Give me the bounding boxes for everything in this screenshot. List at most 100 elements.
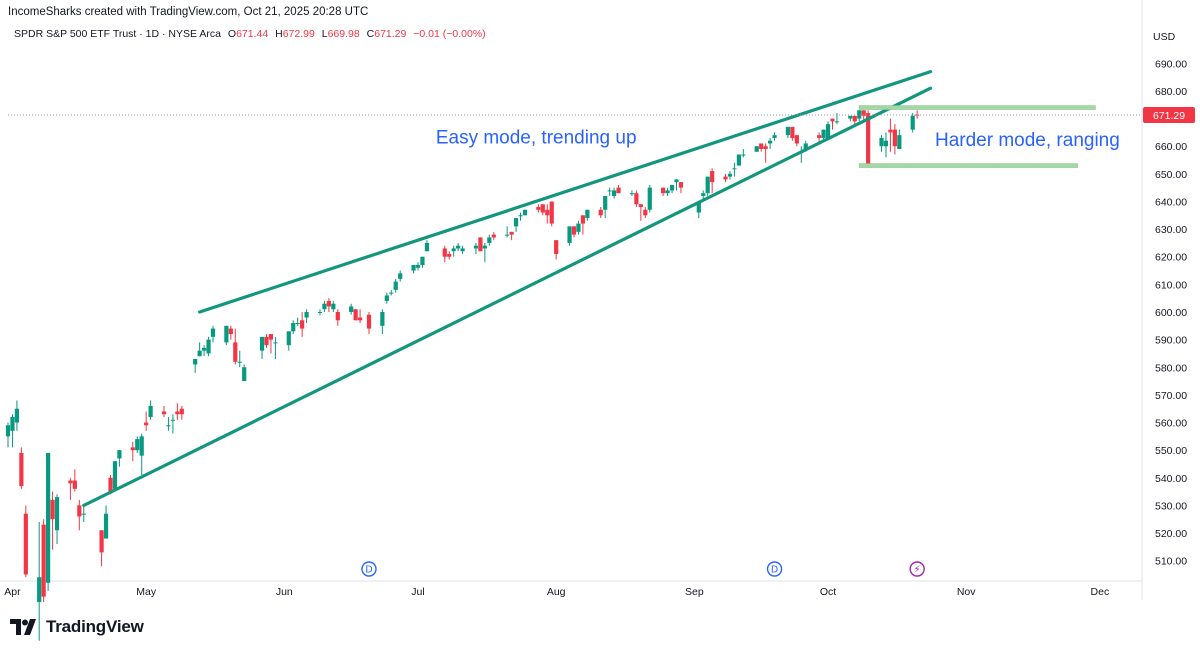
candle-body xyxy=(638,204,643,208)
candle-body xyxy=(326,300,331,307)
annotations[interactable]: Easy mode, trending up Harder mode, rangi… xyxy=(436,127,1120,151)
candle-body xyxy=(910,115,915,130)
price-tick-label: 680.00 xyxy=(1155,86,1187,98)
candle-body xyxy=(393,281,398,290)
candle-body xyxy=(322,303,327,310)
dividend-jun-marker[interactable] xyxy=(361,561,377,577)
candle-body xyxy=(353,309,358,321)
candle-body xyxy=(661,187,666,194)
candle-body xyxy=(513,218,519,227)
price-tick-label: 560.00 xyxy=(1155,418,1187,430)
candle-body xyxy=(41,524,46,597)
time-tick-label: Jun xyxy=(276,586,293,598)
price-tick-label: 580.00 xyxy=(1155,362,1187,374)
harder-mode-annotation[interactable]: Harder mode, ranging xyxy=(935,130,1120,151)
change-value: −0.01 (−0.00%) xyxy=(413,28,486,40)
candle-body xyxy=(442,248,447,257)
time-tick-label: Nov xyxy=(957,586,976,598)
candle-body xyxy=(741,154,746,156)
candle-body xyxy=(576,223,581,232)
candle-body xyxy=(803,143,808,149)
candle-body xyxy=(825,124,831,138)
dividend-sep-marker[interactable] xyxy=(766,561,783,577)
time-tick-label: Apr xyxy=(4,586,21,598)
time-tick-label: Dec xyxy=(1091,586,1110,598)
candle-body xyxy=(108,477,113,492)
candle-body xyxy=(491,234,496,238)
candle-body xyxy=(473,245,479,249)
candle-body xyxy=(366,314,372,329)
candle-body xyxy=(723,176,728,180)
candle-body xyxy=(522,209,528,216)
tradingview-logo[interactable]: TradingView xyxy=(10,617,144,637)
candle-body xyxy=(674,179,679,183)
candle-body xyxy=(834,121,840,123)
high-value: 672.99 xyxy=(282,28,315,40)
candle-body xyxy=(139,436,144,456)
candle-body xyxy=(669,184,675,191)
candle-body xyxy=(665,190,670,194)
candle-body xyxy=(518,215,523,217)
candle-body xyxy=(130,447,135,451)
range-top-line[interactable] xyxy=(858,105,1096,110)
currency-label[interactable]: USD xyxy=(1153,31,1176,43)
candle-body xyxy=(754,146,759,152)
earnings-oct-marker[interactable] xyxy=(909,561,925,577)
candle-body xyxy=(384,295,389,301)
candle-body xyxy=(888,129,893,133)
symbol-name[interactable]: SPDR S&P 500 ETF Trust · 1D · NYSE Arca xyxy=(14,28,221,40)
candle-body xyxy=(857,110,862,119)
candle-body xyxy=(291,323,296,332)
candle-body xyxy=(201,347,207,351)
candle-body xyxy=(580,215,586,224)
candle-body xyxy=(616,187,621,194)
candle-body xyxy=(273,342,278,344)
candle-body xyxy=(23,513,28,575)
low-label: L xyxy=(321,28,328,40)
range-bottom-line[interactable] xyxy=(858,163,1078,168)
event-markers[interactable]: D D ⚡ xyxy=(361,561,925,577)
candle-body xyxy=(304,312,309,318)
candle-body xyxy=(349,306,354,312)
candle-body xyxy=(228,328,233,335)
last-price-value: 671.29 xyxy=(1153,110,1185,122)
candle-body xyxy=(295,323,300,325)
candle-body xyxy=(763,146,768,149)
easy-mode-annotation[interactable]: Easy mode, trending up xyxy=(436,127,637,148)
candle-body xyxy=(103,513,109,539)
candle-body xyxy=(456,245,461,249)
price-tick-label: 520.00 xyxy=(1155,528,1187,540)
candle-body xyxy=(643,209,648,216)
close-label: C xyxy=(366,28,375,40)
candle-body xyxy=(197,350,202,357)
candle-body xyxy=(821,129,826,138)
candle-body xyxy=(487,237,492,243)
candle-body xyxy=(286,331,291,346)
candle-body xyxy=(732,168,737,170)
trendline-lower[interactable] xyxy=(82,86,933,508)
close-value: 671.29 xyxy=(374,28,407,40)
drawings[interactable] xyxy=(82,70,1096,508)
time-tick-label: Jul xyxy=(411,586,424,598)
earnings-oct-marker-label: ⚡ xyxy=(914,565,921,576)
price-tick-label: 570.00 xyxy=(1155,390,1187,402)
candle-body xyxy=(5,425,11,437)
candle-body xyxy=(357,317,363,321)
candle-body xyxy=(10,416,15,431)
axes[interactable]: 510.00 520.00 530.00 540.00 550.00 560.00 570.… xyxy=(4,58,1195,598)
candle-body xyxy=(647,187,652,210)
candle-body xyxy=(179,408,184,415)
candle-body xyxy=(861,110,866,116)
price-tick-label: 550.00 xyxy=(1155,445,1187,457)
candle-body xyxy=(135,439,140,451)
candle-body xyxy=(424,242,430,252)
candle-body xyxy=(77,505,82,517)
candle-body xyxy=(99,530,104,553)
candle-body xyxy=(785,126,791,136)
candle-body xyxy=(206,339,211,354)
candle-body xyxy=(259,336,265,351)
trendline-upper[interactable] xyxy=(198,70,933,314)
candle-body xyxy=(175,411,180,415)
symbol-legend: SPDR S&P 500 ETF Trust · 1D · NYSE Arca … xyxy=(14,28,486,40)
